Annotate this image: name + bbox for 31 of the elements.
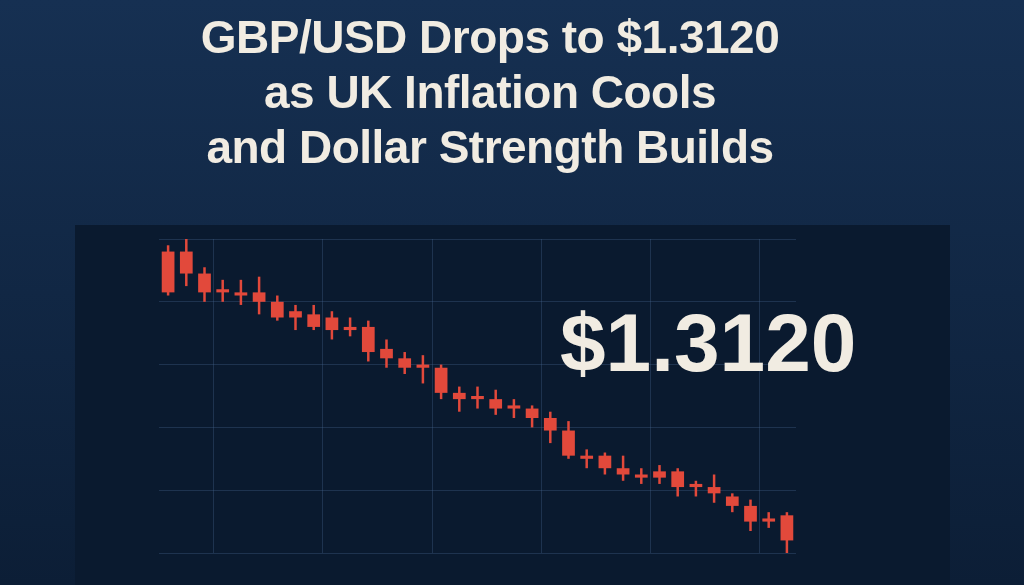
candlestick	[416, 353, 430, 385]
candlestick	[179, 237, 193, 288]
candlestick	[507, 397, 521, 420]
candlestick	[198, 266, 211, 304]
chart-title: GBP/USD Drops to $1.3120 as UK Inflation Cools and Dollar Strength Builds	[199, 10, 781, 175]
candlestick	[671, 466, 685, 498]
candlestick	[452, 385, 466, 413]
candlestick	[216, 278, 230, 304]
candlestick	[270, 294, 284, 322]
candlestick	[744, 498, 757, 533]
candlestick	[307, 303, 321, 332]
candlestick	[762, 510, 776, 530]
candlestick	[471, 385, 484, 410]
candlestick	[398, 350, 412, 376]
candlestick	[252, 275, 266, 316]
candlestick	[289, 303, 302, 332]
candlestick	[489, 388, 503, 417]
candlestick	[525, 404, 539, 429]
candlestick	[653, 463, 666, 486]
candlestick	[343, 316, 357, 338]
candlestick	[707, 473, 721, 505]
candlestick	[234, 278, 248, 307]
candlestick	[725, 492, 739, 514]
candlestick	[380, 338, 393, 369]
annotation: $1.3120	[560, 297, 857, 388]
candlestick	[543, 410, 557, 445]
candlestick	[325, 309, 339, 341]
candlestick	[616, 454, 630, 483]
candlestick	[598, 451, 612, 476]
candlestick	[580, 448, 594, 470]
candlestick	[634, 466, 648, 486]
